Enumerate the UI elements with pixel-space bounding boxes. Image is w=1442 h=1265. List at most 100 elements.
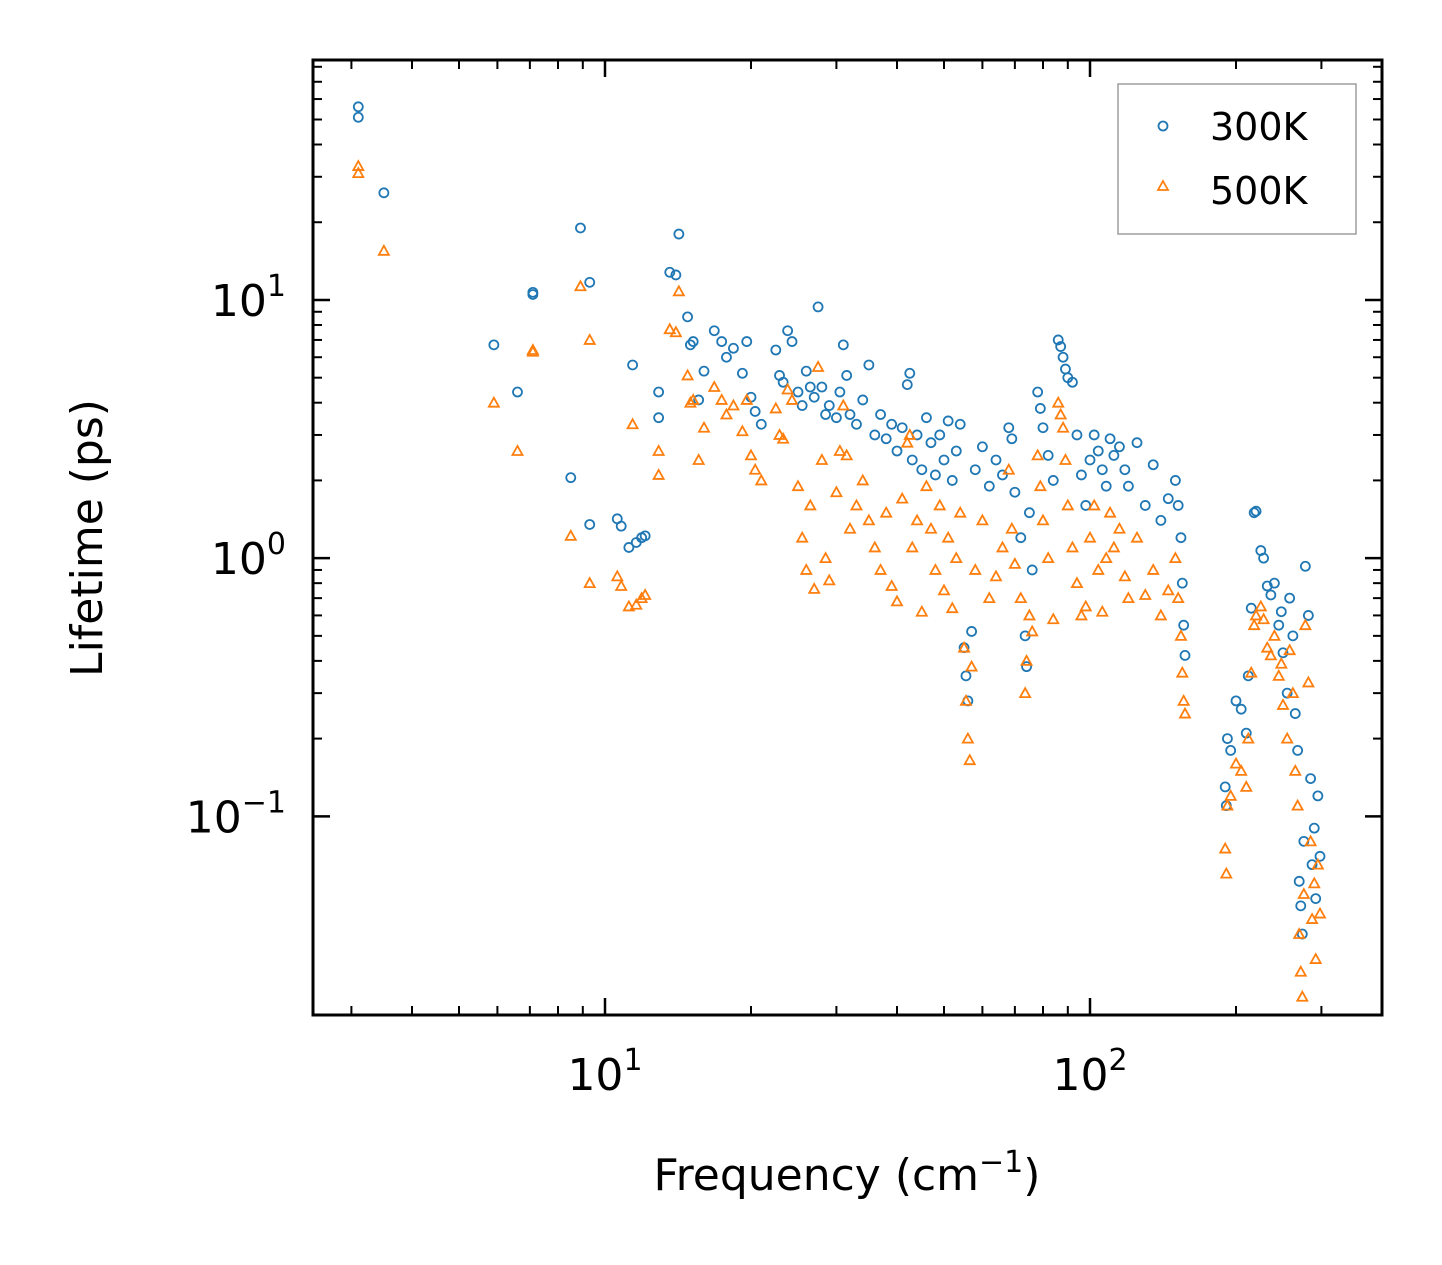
point-300K bbox=[352, 111, 364, 123]
point-500K bbox=[1020, 654, 1034, 666]
point-300K bbox=[1076, 469, 1087, 481]
point-300K bbox=[737, 367, 748, 379]
point-500K bbox=[638, 588, 652, 600]
point-500K bbox=[1294, 964, 1308, 977]
point-300K bbox=[1055, 341, 1067, 352]
point-500K bbox=[626, 417, 640, 430]
point-300K bbox=[1139, 500, 1151, 511]
point-300K bbox=[653, 412, 665, 424]
point-500K bbox=[995, 540, 1010, 553]
point-500K bbox=[1276, 698, 1290, 710]
x-tick-label: 101 bbox=[567, 1043, 642, 1101]
point-500K bbox=[965, 659, 979, 672]
point-300K bbox=[673, 228, 685, 240]
point-300K bbox=[1273, 619, 1285, 631]
point-300K bbox=[1119, 464, 1131, 476]
point-500K bbox=[672, 284, 686, 297]
point-500K bbox=[1283, 643, 1297, 656]
point-500K bbox=[1280, 731, 1294, 744]
point-300K bbox=[1104, 433, 1116, 445]
point-300K bbox=[938, 454, 950, 466]
point-300K bbox=[1258, 552, 1269, 564]
point-500K bbox=[1036, 513, 1050, 526]
point-300K bbox=[627, 359, 638, 371]
point-300K bbox=[623, 542, 635, 553]
legend: 300K 500K bbox=[1117, 83, 1357, 235]
legend-label-500K: 500K bbox=[1210, 169, 1309, 213]
point-500K bbox=[1138, 588, 1152, 600]
point-300K bbox=[1147, 459, 1159, 471]
point-300K bbox=[1155, 515, 1167, 526]
point-300K bbox=[863, 359, 875, 371]
point-300K bbox=[1037, 422, 1049, 434]
point-300K bbox=[565, 472, 577, 484]
point-300K bbox=[1178, 619, 1190, 631]
point-300K bbox=[1100, 480, 1112, 492]
point-300K bbox=[1080, 500, 1092, 511]
point-300K bbox=[687, 336, 699, 347]
point-500K bbox=[629, 597, 643, 610]
point-300K bbox=[1057, 351, 1069, 363]
point-500K bbox=[1051, 395, 1065, 408]
point-300K bbox=[792, 386, 804, 398]
point-300K bbox=[1026, 564, 1038, 576]
point-300K bbox=[1284, 592, 1296, 604]
point-500K bbox=[681, 368, 695, 381]
point-500K bbox=[1171, 591, 1185, 604]
x-tick-label: 102 bbox=[1052, 1043, 1127, 1101]
point-500K bbox=[1154, 608, 1168, 621]
point-500K bbox=[1219, 866, 1233, 879]
point-500K bbox=[957, 640, 971, 653]
point-500K bbox=[1065, 540, 1079, 553]
point-500K bbox=[1260, 640, 1274, 653]
point-300K bbox=[527, 286, 539, 298]
point-500K bbox=[1070, 576, 1084, 589]
point-300K bbox=[841, 370, 853, 381]
point-300K bbox=[782, 325, 794, 337]
point-300K bbox=[831, 412, 842, 424]
point-500K bbox=[1305, 912, 1319, 924]
point-300K bbox=[639, 530, 651, 542]
point-300K bbox=[1015, 532, 1027, 544]
point-500K bbox=[1014, 591, 1028, 604]
point-300K bbox=[755, 418, 767, 430]
point-300K bbox=[812, 301, 824, 313]
point-500K bbox=[874, 563, 888, 575]
point-500K bbox=[1002, 462, 1016, 475]
point-300K bbox=[901, 379, 913, 391]
major-ticks bbox=[313, 60, 1382, 1015]
point-500K bbox=[692, 453, 706, 465]
point-300K bbox=[800, 365, 812, 377]
point-300K bbox=[925, 437, 937, 449]
point-500K bbox=[1005, 521, 1019, 534]
point-500K bbox=[351, 159, 365, 171]
point-500K bbox=[351, 166, 365, 178]
point-300K bbox=[1222, 733, 1233, 744]
point-500K bbox=[1008, 557, 1022, 569]
point-300K bbox=[1032, 386, 1044, 398]
point-300K bbox=[716, 336, 728, 347]
y-tick-label: 10−1 bbox=[186, 785, 286, 843]
point-300K bbox=[670, 269, 682, 281]
point-500K bbox=[1046, 612, 1060, 625]
point-500K bbox=[583, 576, 597, 589]
point-300K bbox=[728, 342, 739, 354]
point-300K bbox=[1250, 505, 1262, 517]
point-500K bbox=[843, 521, 857, 534]
point-500K bbox=[583, 333, 597, 345]
point-500K bbox=[807, 582, 821, 594]
point-300K bbox=[584, 519, 596, 530]
point-300K bbox=[1176, 577, 1188, 589]
point-500K bbox=[829, 485, 843, 498]
point-300K bbox=[1230, 695, 1242, 707]
point-500K bbox=[1121, 591, 1135, 604]
point-300K bbox=[1312, 790, 1324, 802]
point-500K bbox=[1087, 498, 1101, 511]
point-500K bbox=[614, 579, 628, 591]
point-300K bbox=[575, 222, 586, 234]
point-500K bbox=[1161, 583, 1175, 596]
point-300K bbox=[1071, 429, 1083, 441]
point-500K bbox=[1241, 731, 1255, 744]
point-300K bbox=[1034, 403, 1046, 414]
